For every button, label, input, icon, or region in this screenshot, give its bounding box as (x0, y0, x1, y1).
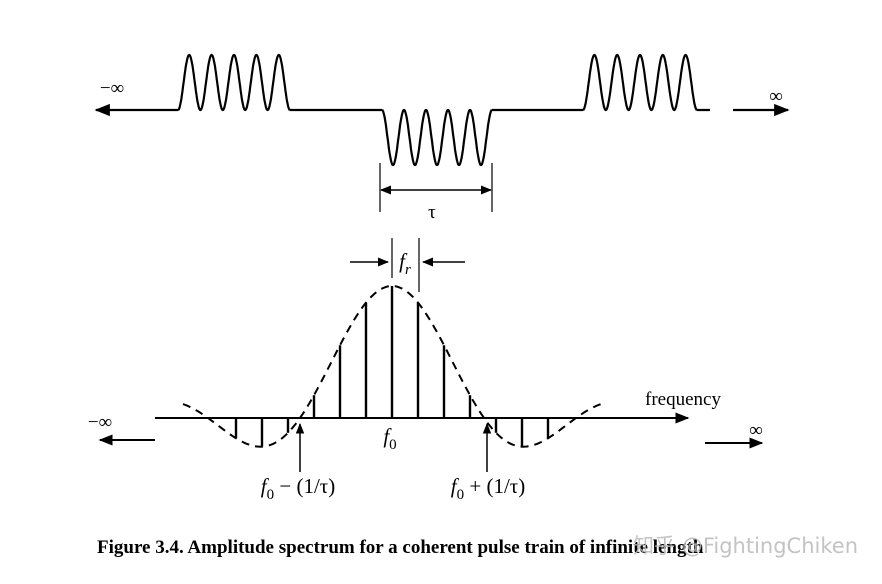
left-infinity: −∞ (88, 412, 112, 433)
lower-null-label: f0 − (1/τ) (261, 474, 335, 503)
width-label: τ (428, 202, 436, 223)
watermark: 知乎 @FightingChiken (633, 534, 858, 558)
symbol: f (383, 424, 392, 448)
right-infinity: ∞ (749, 420, 763, 441)
symbol: f (451, 474, 460, 498)
spectrum-arrows (98, 238, 764, 472)
burst (582, 53, 698, 112)
left-infinity: −∞ (100, 78, 124, 99)
pulse-arrows (94, 103, 790, 212)
symbol: f (261, 474, 270, 498)
burst (177, 53, 291, 112)
burst (381, 108, 493, 167)
subscript: 0 (267, 487, 275, 503)
suffix: − (1/τ) (274, 474, 335, 498)
spectrum (182, 285, 602, 448)
axis-label: frequency (645, 389, 721, 410)
subscript: 0 (389, 437, 397, 453)
caption: Figure 3.4. Amplitude spectrum for a coh… (97, 537, 704, 558)
upper-null-label: f0 + (1/τ) (451, 474, 525, 503)
subscript: r (405, 262, 411, 278)
center-label: f0 (383, 424, 396, 453)
subscript: 0 (457, 487, 465, 503)
pulse-train (150, 53, 710, 167)
spacing-label: fr (399, 249, 411, 278)
suffix: + (1/τ) (464, 474, 525, 498)
symbol: f (399, 249, 408, 273)
right-infinity: ∞ (769, 86, 783, 107)
